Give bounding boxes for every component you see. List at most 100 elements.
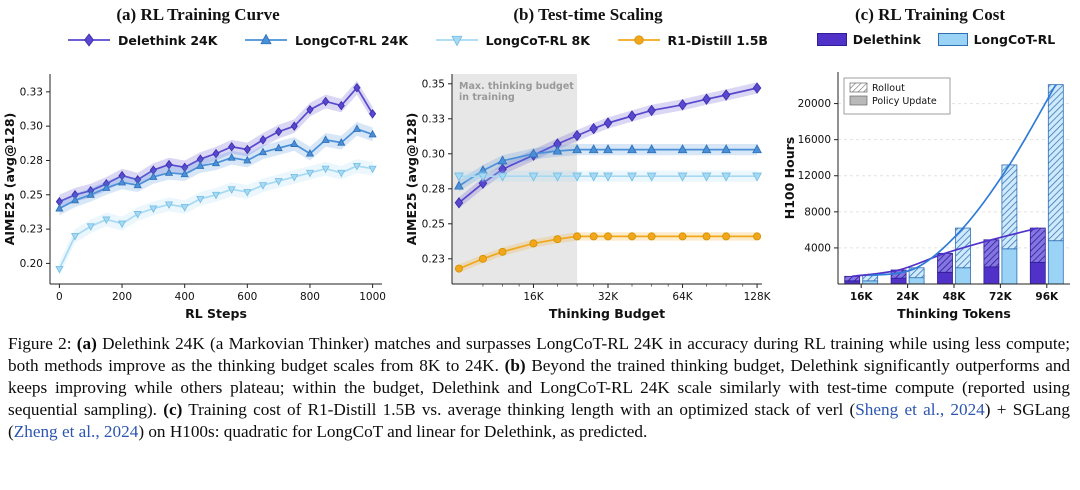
triangle-up-marker-icon — [244, 33, 287, 45]
series-markers — [454, 232, 762, 273]
y-tick-label: 0.33 — [422, 113, 445, 125]
bar-policy-update — [890, 277, 907, 285]
panel-b-title: (b) Test-time Scaling — [513, 5, 663, 24]
legend-label: Delethink 24K — [118, 32, 218, 48]
panel-a-title: (a) RL Training Curve — [116, 5, 280, 24]
series-line — [458, 87, 758, 204]
caption-text: Figure 2: — [8, 334, 77, 353]
legend-entry-delethink-24k: Delethink 24K — [66, 32, 217, 48]
caption-bold-marker: (a) — [76, 334, 97, 353]
legend-entry-r1-distill-1-5b: R1-Distill 1.5B — [616, 32, 768, 48]
trend-line-linear — [852, 227, 1039, 278]
series-line — [458, 148, 758, 187]
y-tick-label: 0.23 — [20, 224, 43, 236]
y-axis-label: AIME25 (avg@128) — [404, 113, 419, 246]
x-tick-label: 1000 — [359, 291, 386, 303]
series-markers — [55, 163, 377, 274]
caption-bold-marker: (c) — [163, 400, 183, 419]
bar-policy-update — [955, 267, 971, 285]
caption-text: ) + SGLang ( — [8, 400, 1070, 441]
y-tick-label: 0.28 — [20, 155, 43, 167]
x-tick-label: 72K — [989, 291, 1013, 303]
legend-cost: Delethink LongCoT-RL — [800, 32, 1072, 47]
rollout-hatch-swatch — [849, 82, 868, 93]
x-axis-label: Thinking Budget — [549, 306, 665, 321]
legend-label: LongCoT-RL — [973, 32, 1056, 47]
bar-policy-update — [908, 277, 925, 285]
caption-text: ) on H100s: quadratic for LongCoT and li… — [138, 422, 648, 441]
diamond-marker-icon — [68, 33, 110, 47]
x-tick-label: 64K — [672, 291, 693, 303]
series-markers — [454, 82, 762, 209]
caption-text: Beyond the trained thinking budget, Dele… — [8, 356, 1071, 419]
caption-text: Delethink 24K (a Markovian Thinker) matc… — [8, 334, 1071, 375]
chart-a: 0 200 400 600 800 1000 0.20 0.23 0.25 0.28 0.30 0.3… — [2, 74, 386, 321]
y-tick-label: 0.30 — [20, 121, 43, 133]
y-tick-label: 0.20 — [20, 258, 43, 270]
bar-rollout — [862, 275, 879, 282]
legend-label: R1-Distill 1.5B — [667, 32, 768, 48]
x-axis-label: Thinking Tokens — [897, 306, 1011, 321]
x-tick-label: 96K — [1035, 291, 1059, 303]
chart-c: Rollout Policy Update 16K 24K 48K 72K 96K 4000 8… — [782, 72, 1070, 321]
legend-color-swatch — [937, 33, 968, 46]
y-axis-label: H100 Hours — [782, 137, 797, 219]
policy-update-swatch — [849, 95, 868, 106]
inner-legend-rollout-label: Rollout — [872, 83, 905, 94]
x-axis-label: RL Steps — [185, 306, 247, 321]
series-line — [458, 235, 758, 270]
inner-legend-policy-label: Policy Update — [872, 96, 937, 107]
caption-bold-marker: (b) — [504, 356, 526, 375]
legend-label: Delethink — [852, 32, 921, 47]
y-tick-label: 8000 — [804, 206, 831, 218]
legend-shared: Delethink 24K LongCoT-RL 24K LongCoT-RL 8K… — [66, 32, 768, 48]
bar-policy-update — [937, 271, 953, 285]
bar-policy-update — [1001, 248, 1018, 285]
bar-policy-update — [983, 266, 1000, 285]
y-tick-label: 20000 — [798, 98, 831, 110]
trend-line-quadratic — [870, 84, 1057, 277]
caption-text: Training cost of R1-Distill 1.5B vs. ave… — [182, 400, 856, 419]
legend-entry-longcot-rl: LongCoT-RL — [937, 32, 1056, 47]
x-tick-label: 0 — [56, 291, 63, 303]
y-tick-label: 4000 — [804, 242, 831, 254]
bar-policy-update — [1029, 261, 1046, 285]
shaded-region-label: Max. thinking budget — [459, 81, 574, 92]
shaded-region-label: in training — [459, 92, 515, 103]
bar-rollout — [1047, 84, 1064, 242]
triangle-down-marker-icon — [435, 35, 478, 47]
inner-legend: Rollout Policy Update — [843, 77, 951, 115]
y-tick-label: 0.30 — [422, 148, 445, 160]
legend-entry-delethink: Delethink — [816, 32, 921, 47]
x-tick-label: 128K — [744, 291, 772, 303]
series-markers — [454, 144, 762, 190]
x-tick-label: 200 — [112, 291, 132, 303]
x-tick-label: 800 — [300, 291, 320, 303]
x-tick-label: 400 — [175, 291, 195, 303]
legend-label: LongCoT-RL 24K — [294, 32, 409, 48]
legend-color-swatch — [816, 33, 847, 46]
bar-rollout — [937, 252, 953, 273]
y-tick-label: 0.23 — [422, 253, 445, 265]
series-markers — [55, 124, 377, 212]
y-tick-label: 12000 — [798, 170, 831, 182]
bar-rollout — [844, 275, 861, 282]
figure-caption: Figure 2: (a) Delethink 24K (a Markovian… — [8, 333, 1070, 443]
citation-link[interactable]: Sheng et al., 2024 — [855, 400, 985, 419]
circle-marker-icon — [617, 35, 660, 45]
x-tick-label: 48K — [943, 291, 967, 303]
legend-entry-longcot-rl-8k: LongCoT-RL 8K — [434, 32, 590, 48]
series-markers — [454, 172, 762, 182]
y-axis-label: AIME25 (avg@128) — [2, 113, 17, 246]
bar-rollout — [1029, 227, 1046, 263]
y-tick-label: 0.25 — [422, 218, 445, 230]
y-tick-label: 0.33 — [20, 86, 43, 98]
citation-link[interactable]: Zheng et al., 2024 — [13, 422, 139, 441]
x-tick-label: 600 — [237, 291, 257, 303]
x-tick-label: 32K — [598, 291, 619, 303]
bar-policy-update — [1047, 240, 1064, 285]
panel-c-title: (c) RL Training Cost — [854, 5, 1006, 24]
legend-entry-longcot-rl-24k: LongCoT-RL 24K — [243, 32, 408, 48]
legend-label: LongCoT-RL 8K — [485, 32, 590, 48]
